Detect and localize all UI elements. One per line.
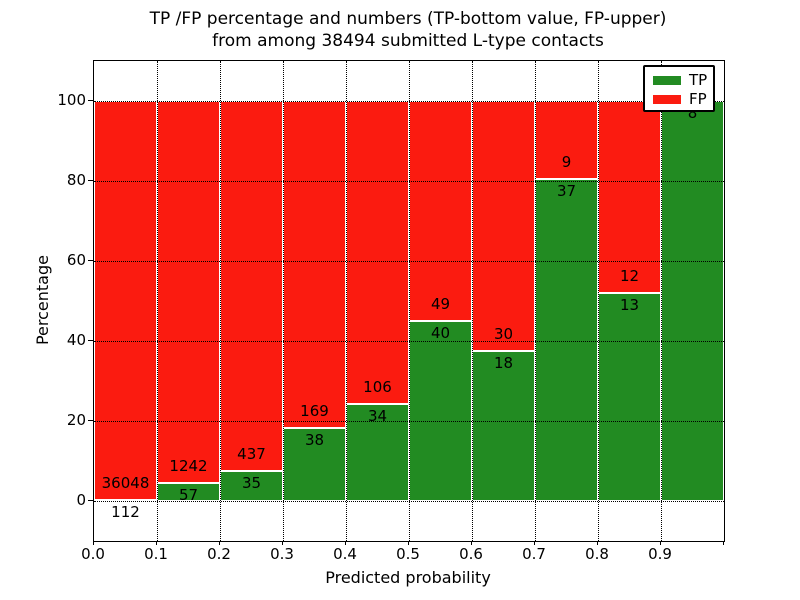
vertical-gridline	[156, 61, 158, 541]
x-tick-mark	[156, 541, 157, 545]
fp-bar-segment	[346, 101, 409, 404]
legend-item-tp: TP	[653, 71, 713, 89]
y-tick-mark	[88, 100, 93, 101]
chart-title-line1: TP /FP percentage and numbers (TP-bottom…	[149, 9, 667, 29]
fp-bar-segment	[535, 101, 598, 180]
horizontal-gridline	[94, 500, 724, 502]
tp-count-label: 35	[241, 474, 262, 493]
tp-count-label: 37	[556, 182, 577, 201]
y-tick-label: 80	[66, 171, 86, 189]
fp-legend-swatch	[653, 95, 681, 104]
x-tick-label: 0.8	[585, 545, 609, 563]
tp-bar-segment	[661, 101, 724, 501]
fp-bar-segment	[283, 101, 346, 428]
tp-bar-segment	[409, 321, 472, 501]
tp-bar-segment	[220, 471, 283, 501]
horizontal-gridline	[94, 260, 724, 262]
y-axis-label: Percentage	[33, 255, 52, 346]
horizontal-gridline	[94, 340, 724, 342]
tp-count-label: 57	[178, 486, 199, 505]
y-tick-mark	[88, 500, 93, 501]
fp-bar-segment	[409, 101, 472, 322]
vertical-gridline	[597, 61, 599, 541]
chart-title-line2: from among 38494 submitted L-type contac…	[212, 31, 604, 51]
y-tick-mark	[88, 340, 93, 341]
x-tick-mark	[282, 541, 283, 545]
tp-bar-segment	[472, 351, 535, 501]
legend-item-fp: FP	[653, 90, 713, 108]
x-tick-mark	[471, 541, 472, 545]
fp-count-label: 49	[430, 295, 451, 314]
legend: TP FP	[643, 65, 715, 112]
tp-count-label: 112	[111, 502, 140, 521]
tp-count-label: 38	[304, 430, 325, 449]
fp-legend-label: FP	[689, 90, 707, 108]
fp-count-label: 1242	[169, 457, 208, 476]
vertical-gridline	[345, 61, 347, 541]
tp-legend-swatch	[653, 76, 681, 85]
vertical-gridline	[408, 61, 410, 541]
x-tick-label: 0.6	[459, 545, 483, 563]
vertical-gridline	[471, 61, 473, 541]
y-tick-label: 0	[76, 491, 86, 509]
tp-bar-segment	[283, 427, 346, 501]
y-tick-mark	[88, 260, 93, 261]
tp-legend-label: TP	[689, 71, 708, 89]
horizontal-gridline	[94, 420, 724, 422]
fp-bar-segment	[157, 101, 220, 484]
chart-title: TP /FP percentage and numbers (TP-bottom…	[93, 8, 723, 52]
tp-bar-segment	[535, 179, 598, 501]
x-tick-label: 0.9	[648, 545, 672, 563]
fp-count-label: 12	[619, 267, 640, 285]
fp-count-label: 169	[300, 401, 329, 420]
fp-count-label: 30	[493, 325, 514, 343]
vertical-gridline	[660, 61, 662, 541]
tp-bar-segment	[346, 403, 409, 501]
tp-count-label: 40	[430, 324, 451, 343]
tp-count-label: 8	[687, 104, 698, 122]
y-tick-label: 20	[66, 411, 86, 429]
y-tick-mark	[88, 420, 93, 421]
tp-bar-segment	[598, 293, 661, 501]
x-axis-label: Predicted probability	[325, 568, 491, 587]
x-tick-mark	[345, 541, 346, 545]
horizontal-gridline	[94, 180, 724, 182]
x-tick-mark	[93, 541, 94, 545]
y-tick-label: 60	[66, 251, 86, 269]
y-tick-mark	[88, 180, 93, 181]
vertical-gridline	[219, 61, 221, 541]
x-tick-mark	[408, 541, 409, 545]
horizontal-gridline	[94, 100, 724, 102]
x-tick-label: 0.4	[333, 545, 357, 563]
x-tick-mark	[534, 541, 535, 545]
x-tick-mark	[660, 541, 661, 545]
x-tick-mark	[723, 541, 724, 545]
vertical-gridline	[534, 61, 536, 541]
fp-count-label: 9	[561, 153, 572, 172]
fp-bar-segment	[472, 101, 535, 351]
fp-count-label: 106	[363, 377, 392, 396]
tp-count-label: 34	[367, 406, 388, 425]
y-tick-label: 100	[57, 91, 86, 109]
x-tick-mark	[219, 541, 220, 545]
x-tick-label: 0.5	[396, 545, 420, 563]
plot-area: 36048 112 1242 57 437 35 169 38 106 34 49 40 30 18 9 37…	[93, 60, 725, 542]
x-tick-mark	[597, 541, 598, 545]
vertical-gridline	[282, 61, 284, 541]
y-tick-label: 40	[66, 331, 86, 349]
fp-count-label: 36048	[101, 473, 150, 492]
x-tick-label: 0.1	[144, 545, 168, 563]
x-tick-label: 0.7	[522, 545, 546, 563]
fp-count-label: 437	[237, 445, 266, 464]
x-tick-label: 0.2	[207, 545, 231, 563]
fp-bar-segment	[94, 101, 157, 500]
x-tick-label: 0.3	[270, 545, 294, 563]
tp-count-label: 13	[619, 296, 640, 314]
tp-count-label: 18	[493, 354, 514, 372]
x-tick-label: 0.0	[81, 545, 105, 563]
